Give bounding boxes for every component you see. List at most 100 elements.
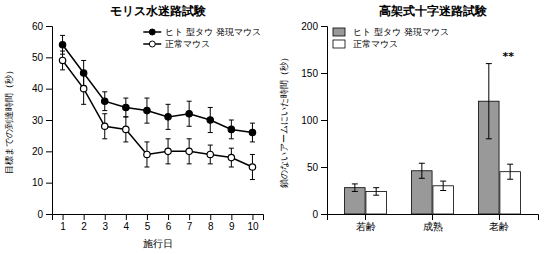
tick-mark	[46, 120, 52, 121]
legend-item: 正常マウス	[333, 39, 398, 49]
error-bar	[352, 184, 358, 192]
series-line	[63, 45, 253, 133]
tick: 成熟	[423, 214, 443, 232]
error-bar	[486, 64, 492, 139]
error-bar	[81, 73, 86, 104]
data-point	[59, 57, 65, 63]
tick-label: 3	[102, 221, 108, 232]
tick-label: 50	[307, 162, 319, 173]
tick-mark	[210, 214, 211, 220]
chart: 050100150200若齢成熟老齢**高架式十字迷路試験鎖のないアームにいた時…	[279, 4, 539, 232]
x-axis: 若齢 成熟 老齢	[328, 214, 539, 232]
data-point	[207, 117, 213, 123]
tick-mark	[46, 89, 52, 90]
error-bar	[144, 142, 149, 167]
tick-label: 30	[32, 115, 44, 126]
tick-mark	[321, 120, 327, 121]
error-bar	[507, 164, 513, 179]
tick-label: 0	[37, 209, 43, 220]
tick-label: 9	[229, 221, 235, 232]
axis-line	[321, 27, 328, 215]
error-bar	[123, 98, 128, 117]
error-bar	[440, 181, 446, 190]
legend-swatch	[333, 28, 345, 36]
axis-line	[328, 215, 539, 221]
tick-label: 60	[32, 21, 44, 32]
error-bar	[229, 148, 234, 167]
chart: 010203040506012345678910モリス水迷路試験施行日目標までの…	[4, 4, 264, 249]
data-point	[249, 164, 255, 170]
data-point	[144, 107, 150, 113]
tick-label: 8	[208, 221, 214, 232]
tick-mark	[147, 214, 148, 220]
tick-label: 40	[32, 83, 44, 94]
error-bar	[102, 92, 107, 111]
error-bar	[166, 139, 171, 164]
legend-label: ヒト 型タウ 発現マウス	[353, 27, 449, 37]
tick-mark	[46, 183, 52, 184]
plot-area	[59, 35, 255, 179]
legend-swatch	[333, 40, 345, 48]
data-point	[144, 151, 150, 157]
tick-label: 6	[166, 221, 172, 232]
error-bar	[250, 123, 255, 142]
tick-label: 1	[60, 221, 66, 232]
series	[59, 35, 255, 142]
y-axis-title: 鎖のないアームにいた時間（秒）	[279, 53, 289, 188]
tick-label: 老齢	[489, 221, 509, 232]
series	[366, 164, 520, 214]
data-point	[249, 129, 255, 135]
tick-mark	[105, 214, 106, 220]
chart-title: 高架式十字迷路試験	[379, 4, 488, 18]
error-bar	[208, 107, 213, 132]
error-bar	[187, 139, 192, 164]
tick: 150	[301, 68, 327, 79]
tick-mark	[46, 151, 52, 152]
data-point	[102, 123, 108, 129]
tick-mark	[168, 214, 169, 220]
data-point	[228, 154, 234, 160]
error-bar	[144, 98, 149, 123]
error-bar	[229, 120, 234, 139]
tick-label: 10	[32, 177, 44, 188]
tick-mark	[84, 214, 85, 220]
tick-mark	[321, 26, 327, 27]
chart-canvas: 010203040506012345678910モリス水迷路試験施行日目標までの…	[0, 0, 550, 254]
tick: 40	[32, 83, 52, 94]
legend-marker	[149, 41, 155, 47]
error-bar	[208, 145, 213, 164]
legend-item: ヒト 型タウ 発現マウス	[333, 27, 449, 37]
legend-marker	[149, 29, 155, 35]
tick: 老齢	[489, 214, 509, 232]
tick-mark	[46, 57, 52, 58]
axis-line	[46, 27, 53, 215]
tick-mark	[321, 214, 327, 215]
error-bar	[166, 104, 171, 129]
legend: ヒト 型タウ 発現マウス正常マウス	[143, 27, 261, 49]
error-bar	[123, 117, 128, 142]
chart-title: モリス水迷路試験	[110, 4, 207, 18]
tick-label: 20	[32, 146, 44, 157]
data-point	[165, 114, 171, 120]
plot-area	[345, 64, 521, 214]
tick: 9	[229, 214, 235, 232]
legend: ヒト 型タウ 発現マウス正常マウス	[333, 27, 449, 49]
tick-label: 若齢	[356, 221, 376, 232]
legend-label: ヒト 型タウ 発現マウス	[165, 27, 261, 37]
x-axis-title: 施行日	[143, 238, 173, 249]
tick-label: 7	[187, 221, 193, 232]
legend-label: 正常マウス	[165, 39, 210, 49]
tick-mark	[63, 214, 64, 220]
tick: 3	[102, 214, 108, 232]
data-point	[228, 126, 234, 132]
tick-label: 5	[145, 221, 151, 232]
data-point	[102, 98, 108, 104]
tick: 2	[81, 214, 87, 232]
data-point	[123, 104, 129, 110]
tick-label: 成熟	[423, 221, 443, 232]
tick-label: 2	[81, 221, 87, 232]
error-bar	[250, 154, 255, 179]
tick-label: 0	[312, 209, 318, 220]
legend-item: 正常マウス	[143, 39, 210, 49]
tick-mark	[321, 167, 327, 168]
